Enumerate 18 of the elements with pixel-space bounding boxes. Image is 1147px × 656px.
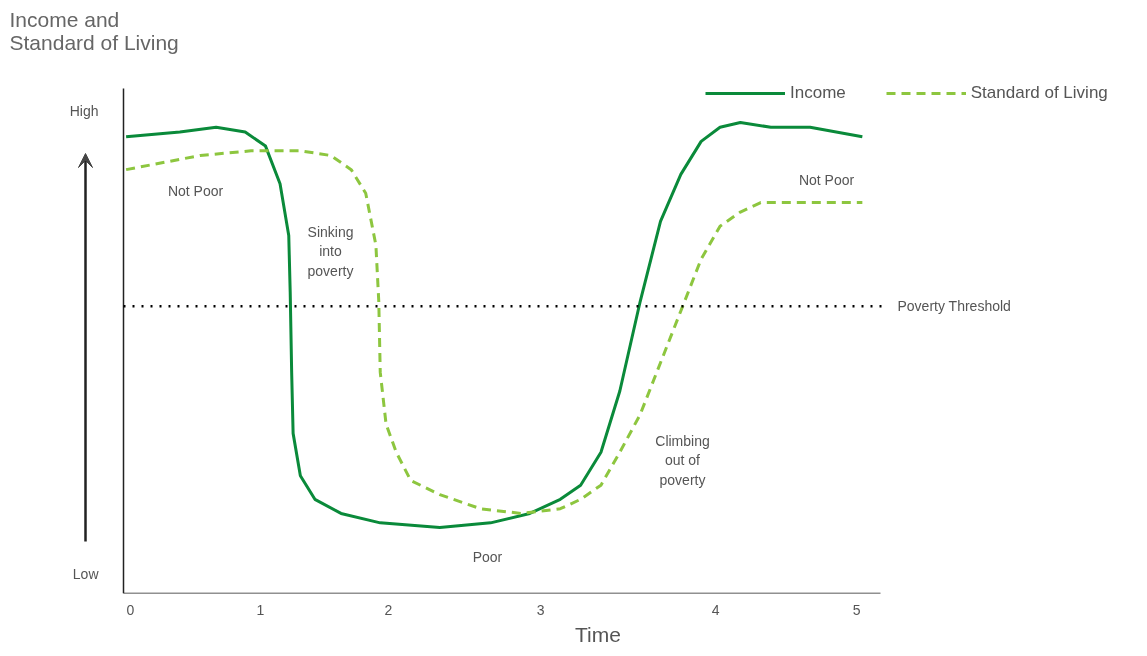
annotation: Not Poor bbox=[167, 182, 224, 199]
annotation: Poor bbox=[472, 548, 503, 565]
x-tick-label: 3 bbox=[536, 601, 545, 618]
annotation: Climbing out of poverty bbox=[655, 433, 710, 488]
x-tick-label: 4 bbox=[711, 601, 720, 618]
text: Low bbox=[72, 565, 100, 582]
annotation: Not Poor bbox=[798, 171, 855, 188]
annotation: Sinking into poverty bbox=[307, 224, 354, 279]
x-tick-label: 1 bbox=[256, 601, 265, 618]
x-tick-label: 0 bbox=[126, 601, 135, 618]
legend-label: Income bbox=[790, 83, 846, 103]
x-axis-title: Time bbox=[575, 622, 621, 646]
chart-title: Income and Standard of Living bbox=[9, 7, 179, 54]
x-tick-label: 2 bbox=[384, 601, 393, 618]
text: High bbox=[69, 102, 99, 119]
legend-label: Standard of Living bbox=[970, 83, 1108, 103]
ref-line-label: Poverty Threshold bbox=[897, 298, 1011, 315]
x-tick-label: 5 bbox=[852, 601, 861, 618]
